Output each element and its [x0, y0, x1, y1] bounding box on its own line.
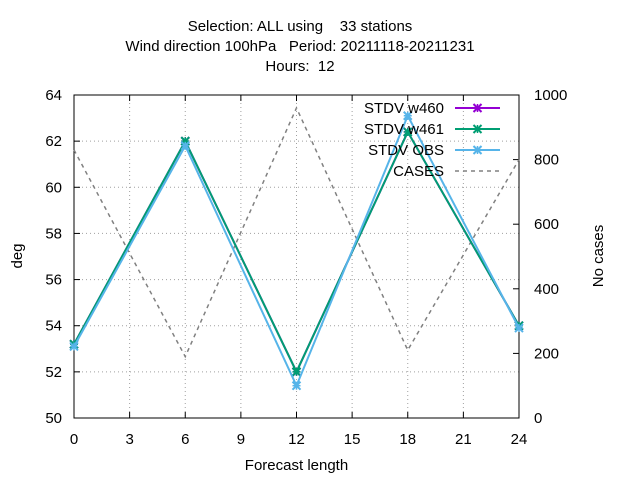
x-tick-label: 12 [288, 431, 305, 448]
y2-tick-label: 600 [534, 216, 559, 233]
y-tick-label: 62 [45, 133, 62, 150]
x-tick-label: 18 [399, 431, 416, 448]
y-tick-label: 54 [45, 318, 62, 335]
x-tick-label: 15 [344, 431, 361, 448]
legend-label-0: STDV w460 [364, 100, 444, 117]
chart-title-line-2: Wind direction 100hPa Period: 20211118-2… [125, 38, 475, 55]
y2-tick-label: 1000 [534, 87, 567, 104]
x-tick-label: 6 [181, 431, 189, 448]
x-axis-label: Forecast length [245, 457, 348, 474]
y-tick-label: 50 [45, 410, 62, 427]
chart-title-line-3: Hours: 12 [265, 58, 335, 75]
legend-label-2: STDV OBS [368, 142, 444, 159]
y-axis-label: deg [9, 243, 26, 268]
x-tick-label: 21 [455, 431, 472, 448]
x-tick-label: 0 [70, 431, 78, 448]
y2-tick-label: 800 [534, 152, 559, 169]
series-line-2 [73, 113, 520, 389]
y-tick-label: 60 [45, 179, 62, 196]
y-tick-label: 64 [45, 87, 62, 104]
y2-tick-label: 0 [534, 410, 542, 427]
y-tick-label: 58 [45, 225, 62, 242]
x-tick-label: 24 [511, 431, 528, 448]
y-tick-label: 56 [45, 272, 62, 289]
y2-tick-label: 200 [534, 345, 559, 362]
series-line-3 [73, 106, 520, 359]
y2-axis-label: No cases [590, 225, 607, 288]
legend-label-1: STDV w461 [364, 121, 444, 138]
y2-tick-label: 400 [534, 281, 559, 298]
y-tick-label: 52 [45, 364, 62, 381]
legend-label-3: CASES [393, 163, 444, 180]
x-tick-label: 3 [125, 431, 133, 448]
x-tick-label: 9 [237, 431, 245, 448]
chart-title-line-1: Selection: ALL using 33 stations [187, 18, 413, 35]
